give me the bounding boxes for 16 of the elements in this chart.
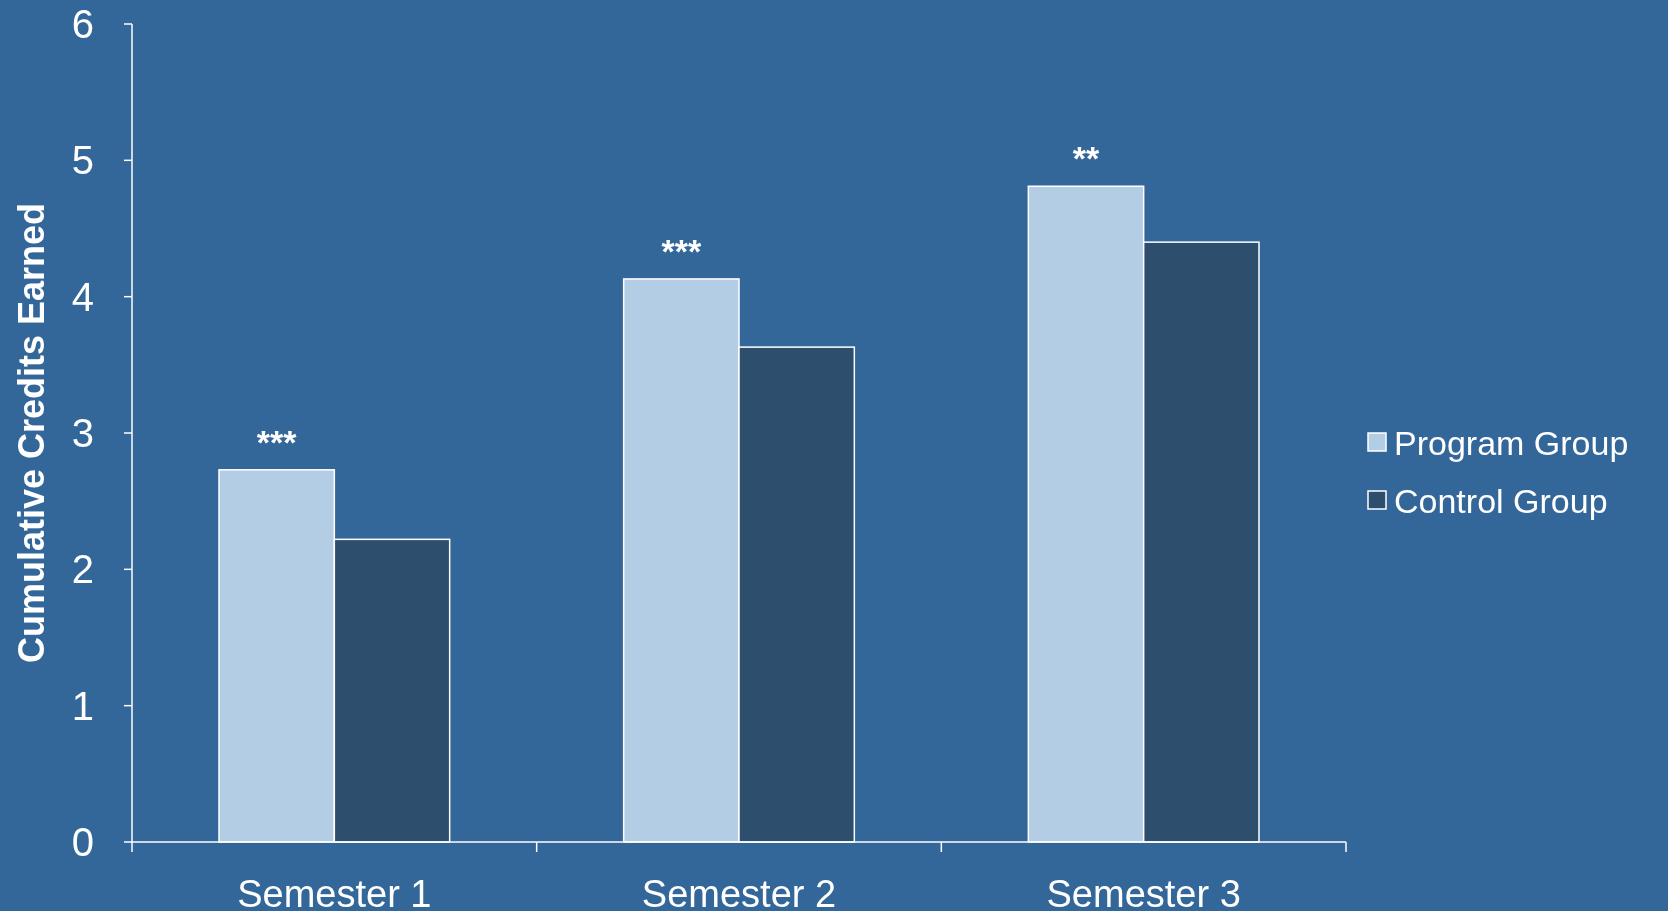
annotation: **: [1072, 139, 1100, 178]
annotation: ***: [661, 231, 702, 270]
legend-label: Control Group: [1394, 481, 1608, 520]
y-tick-label: 3: [71, 411, 94, 455]
annotation: ***: [256, 422, 298, 461]
x-tick-label: Semester 2: [641, 873, 837, 911]
y-tick-label: 1: [71, 683, 94, 728]
x-tick-label: Semester 3: [1046, 873, 1241, 911]
x-tick-label: Semester 1: [237, 873, 432, 911]
y-tick-label: 4: [71, 274, 94, 319]
y-tick-label: 6: [71, 2, 94, 46]
y-tick-label: 5: [71, 138, 94, 183]
legend-label: Program Group: [1394, 423, 1629, 462]
y-axis-title: Cumulative Credits Earned: [11, 202, 52, 664]
y-tick-label: 0: [71, 820, 94, 864]
y-tick-label: 2: [71, 547, 94, 592]
